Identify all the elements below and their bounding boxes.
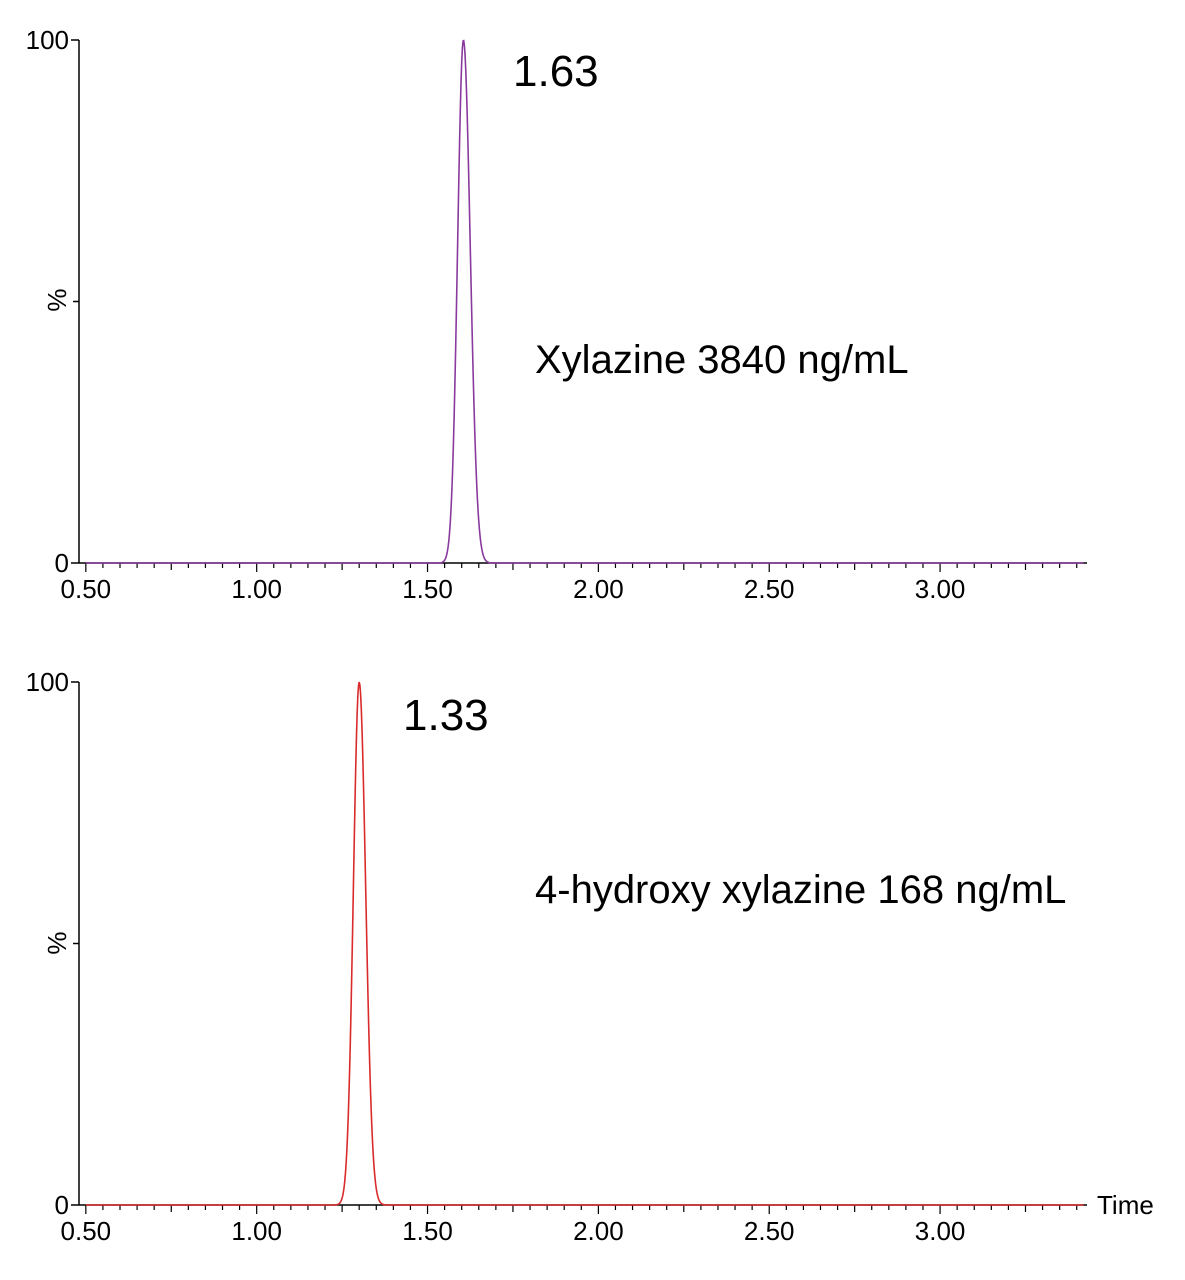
y-tick-label: 100 <box>26 667 69 697</box>
xylazine-chromatogram-panel: 1.63 Xylazine 3840 ng/mL % 0 100 0.50 1.00 1… <box>26 25 1087 604</box>
hydroxy-xylazine-annotation: 4-hydroxy xylazine 168 ng/mL <box>535 868 1066 912</box>
xylazine-peak-rt-label: 1.63 <box>513 47 599 96</box>
x-tick-label: 0.50 <box>61 574 112 604</box>
x-axis-label: Time <box>1097 1190 1154 1220</box>
y-tick-label: 100 <box>26 25 69 55</box>
chromatogram-trace <box>85 681 1084 1206</box>
x-tick-label: 1.50 <box>402 1216 453 1246</box>
x-tick-label: 3.00 <box>915 574 966 604</box>
x-tick-label: 0.50 <box>61 1216 112 1246</box>
x-tick-label: 2.00 <box>573 1216 624 1246</box>
hydroxy-xylazine-peak-rt-label: 1.33 <box>403 691 489 740</box>
x-tick-label: 1.00 <box>231 574 282 604</box>
y-axis-label: % <box>42 931 72 954</box>
xylazine-annotation: Xylazine 3840 ng/mL <box>535 338 909 382</box>
x-tick-label: 1.50 <box>402 574 453 604</box>
y-tick-label: 0 <box>55 1190 69 1220</box>
hydroxy-xylazine-chromatogram-panel: 1.33 4-hydroxy xylazine 168 ng/mL % Time… <box>26 667 1154 1246</box>
y-axis-label: % <box>42 288 72 311</box>
x-tick-label: 2.50 <box>744 574 795 604</box>
x-tick-label: 3.00 <box>915 1216 966 1246</box>
chromatogram-trace <box>85 39 1084 564</box>
x-tick-label: 2.00 <box>573 574 624 604</box>
x-tick-label: 1.00 <box>231 1216 282 1246</box>
y-tick-label: 0 <box>55 548 69 578</box>
x-tick-label: 2.50 <box>744 1216 795 1246</box>
